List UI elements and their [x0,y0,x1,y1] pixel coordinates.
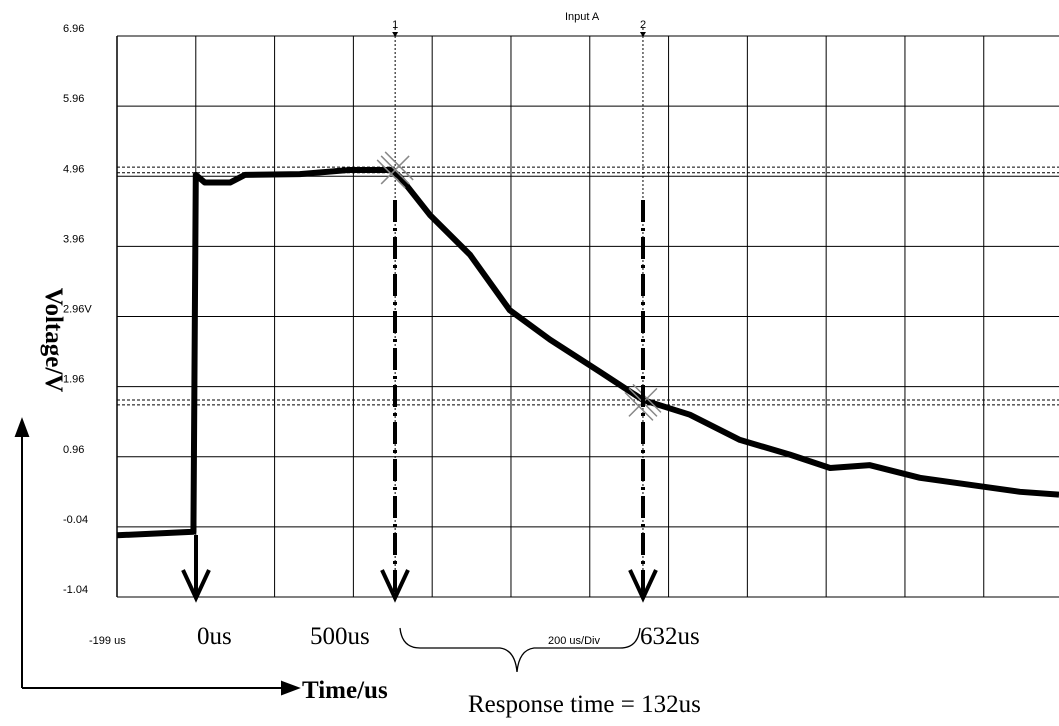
arrow-head [181,569,211,603]
x-scale-label: 200 us/Div [548,635,600,647]
y-tick-label: 5.96 [63,93,84,105]
annotation: 632us [640,623,700,650]
y-axis-title: Voltage/V [40,288,67,393]
annotation: Response time = 132us [468,691,701,718]
axis-arrows [14,417,301,696]
cursor-label: 2 [640,19,646,31]
y-tick-label: 3.96 [63,233,84,245]
trace [116,166,1059,539]
y-tick-label: 0.96 [63,444,84,456]
x-tick-label: -199 us [89,635,126,647]
cursor-label: 1 [392,19,398,31]
cursor-pointer [392,32,399,37]
y-tick-label: 6.96 [63,23,84,35]
y-tick-label: -1.04 [63,584,88,596]
y-tick-label: -0.04 [63,514,88,526]
y-tick-label: 4.96 [63,163,84,175]
annotation: 500us [310,623,370,650]
annotation: 0us [197,623,232,650]
brace [399,627,641,673]
arrow-head [380,569,410,603]
y-tick-label: 2.96V [63,304,92,316]
cursor-star [376,151,414,189]
chart-title: Input A [565,11,600,23]
arrow-head [628,569,658,603]
cursor-pointer [639,32,646,37]
y-tick-label: 1.96 [63,374,84,386]
x-axis-title: Time/us [302,677,388,704]
